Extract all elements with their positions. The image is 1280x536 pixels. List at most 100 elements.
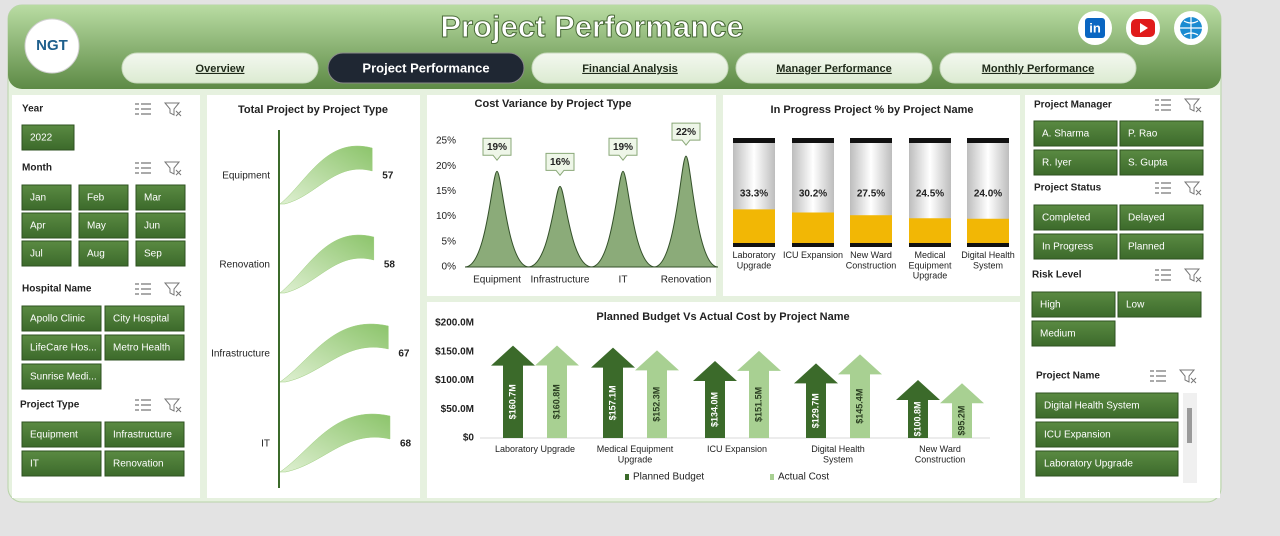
multi-select-icon[interactable] [135,399,151,411]
slicer-button[interactable] [21,124,75,151]
slicer-title: Project Status [1034,183,1102,194]
slicer-button[interactable] [135,240,186,267]
multi-select-icon[interactable] [135,103,151,115]
nav-tab[interactable] [531,52,729,84]
slicer-button[interactable] [1033,233,1118,260]
nav-tab[interactable] [939,52,1137,84]
slicer-item[interactable]: Sunrise Medi... [30,372,97,383]
slicer-item[interactable]: 2022 [30,133,53,144]
slicer-button[interactable] [21,240,72,267]
slicer-item[interactable]: A. Sharma [1042,129,1090,140]
youtube-play [1140,23,1148,33]
multi-select-icon[interactable] [1150,370,1166,382]
slicer-item[interactable]: LifeCare Hos... [30,343,97,354]
nav-tab[interactable] [121,52,319,84]
slicer-item[interactable]: Renovation [113,459,164,470]
slicer-item[interactable]: Infrastructure [113,430,172,441]
slicer-button[interactable] [78,240,129,267]
clear-filter-icon[interactable] [163,282,182,297]
multi-select-icon[interactable] [1155,182,1171,194]
slicer-button[interactable] [104,334,185,361]
slicer-item[interactable]: P. Rao [1128,129,1158,140]
slicer-button[interactable] [78,212,129,239]
slicer-button[interactable] [135,184,186,211]
slicer-button[interactable] [1033,149,1118,176]
nav-label[interactable]: Monthly Performance [982,63,1094,75]
nav-label[interactable]: Overview [196,63,245,75]
slicer-item[interactable]: Completed [1042,213,1090,224]
clear-filter-icon[interactable] [1178,369,1197,384]
slicer-button[interactable] [104,305,185,332]
slicer-button[interactable] [1035,421,1179,448]
slicer-button[interactable] [104,421,185,448]
slicer-button[interactable] [1119,149,1204,176]
slicer-item[interactable]: Jul [30,249,43,260]
nav-label[interactable]: Financial Analysis [582,63,678,75]
slicer-item[interactable]: Planned [1128,242,1165,253]
nav-label[interactable]: Manager Performance [776,63,892,75]
slicer-button[interactable] [1035,450,1179,477]
clear-filter-icon[interactable] [1183,268,1202,283]
slicer-item[interactable]: Mar [144,193,162,204]
slicer-item[interactable]: Apollo Clinic [30,314,85,325]
y-tick-label: $0 [463,433,475,444]
slicer-item[interactable]: Apr [30,221,46,232]
multi-select-icon[interactable] [135,283,151,295]
slicer-button[interactable] [1119,120,1204,147]
slicer-button[interactable] [135,212,186,239]
slicer-item[interactable]: Metro Health [113,343,170,354]
slicer-item[interactable]: Equipment [30,430,78,441]
slicer-button[interactable] [104,450,185,477]
slicer-button[interactable] [21,363,102,390]
slicer-button[interactable] [1119,204,1204,231]
nav-tab[interactable] [327,52,525,84]
slicer-button[interactable] [1033,204,1118,231]
slicer-item[interactable]: R. Iyer [1042,158,1072,169]
slicer-item[interactable]: IT [30,459,39,470]
slicer-item[interactable]: Digital Health System [1044,401,1140,412]
clear-filter-icon[interactable] [163,102,182,117]
bar [850,215,892,243]
scrollbar-thumb[interactable] [1187,408,1192,443]
nav-label[interactable]: Project Performance [362,60,489,75]
multi-select-icon[interactable] [1155,99,1171,111]
clear-filter-icon[interactable] [163,161,182,176]
slicer-button[interactable] [1035,392,1179,419]
multi-select-icon[interactable] [1155,269,1171,281]
slicer-item[interactable]: Low [1126,300,1145,311]
multi-select-icon[interactable] [135,162,151,174]
slicer-item[interactable]: ICU Expansion [1044,430,1111,441]
slicer-item[interactable]: Aug [87,249,105,260]
clear-filter-icon[interactable] [1183,181,1202,196]
slicer-button[interactable] [21,421,102,448]
value-label: $95.2M [956,406,966,436]
slicer-item[interactable]: Medium [1040,329,1076,340]
slicer-button[interactable] [1031,291,1116,318]
slicer-button[interactable] [1031,320,1116,347]
slicer-button[interactable] [21,305,102,332]
slicer-button[interactable] [21,450,102,477]
slicer-item[interactable]: In Progress [1042,242,1093,253]
slicer-item[interactable]: Laboratory Upgrade [1044,459,1133,470]
slicer-button[interactable] [21,184,72,211]
arrow-bar [591,347,635,438]
slicer-item[interactable]: Sep [144,249,162,260]
logo-circle [24,18,80,74]
slicer-item[interactable]: Jan [30,193,46,204]
slicer-button[interactable] [1117,291,1202,318]
slicer-button[interactable] [1119,233,1204,260]
slicer-button[interactable] [21,334,102,361]
clear-filter-icon[interactable] [1183,98,1202,113]
slicer-item[interactable]: Jun [144,221,160,232]
nav-tab[interactable] [735,52,933,84]
slicer-item[interactable]: Feb [87,193,105,204]
slicer-item[interactable]: May [87,221,106,232]
slicer-item[interactable]: S. Gupta [1128,158,1168,169]
slicer-button[interactable] [78,184,129,211]
slicer-item[interactable]: Delayed [1128,213,1165,224]
slicer-item[interactable]: City Hospital [113,314,169,325]
clear-filter-icon[interactable] [163,398,182,413]
slicer-button[interactable] [21,212,72,239]
slicer-button[interactable] [1033,120,1118,147]
slicer-item[interactable]: High [1040,300,1061,311]
